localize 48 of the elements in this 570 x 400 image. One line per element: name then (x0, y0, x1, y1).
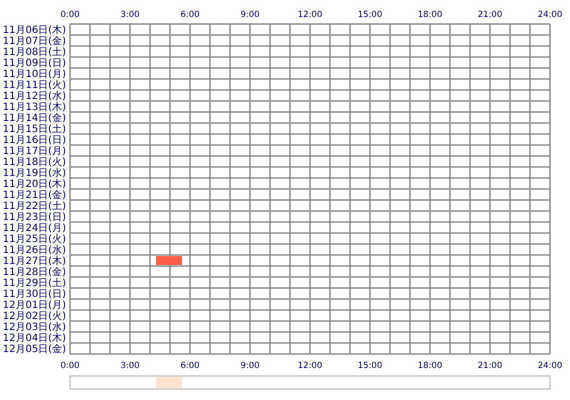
x2-tick-label: 24:00 (538, 361, 562, 371)
y-tick-label: 12月02日(火) (2, 310, 66, 322)
y-tick-label: 11月22日(土) (2, 200, 66, 212)
x-tick-label: 9:00 (240, 10, 260, 20)
y-tick-label: 11月07日(金) (2, 35, 66, 48)
y-tick-label: 11月21日(金) (2, 189, 66, 202)
y-tick-label: 11月16日(日) (2, 135, 66, 146)
x-tick-label: 0:00 (60, 10, 80, 20)
y-tick-label: 12月03日(水) (2, 321, 66, 334)
y-tick-label: 11月10日(月) (2, 69, 66, 80)
x-tick-label: 15:00 (358, 10, 382, 20)
y-tick-label: 11月19日(水) (2, 167, 66, 180)
y-tick-label: 12月05日(金) (2, 343, 66, 356)
y-tick-label: 11月12日(水) (2, 90, 66, 102)
y-tick-label: 11月06日(木) (2, 24, 66, 36)
y-tick-label: 11月25日(火) (2, 233, 66, 246)
y-tick-label: 11月15日(土) (2, 123, 66, 136)
x2-tick-label: 18:00 (418, 361, 442, 371)
x-tick-label: 3:00 (120, 10, 140, 20)
x2-tick-label: 3:00 (120, 361, 140, 371)
x2-tick-label: 21:00 (478, 361, 502, 371)
x-tick-label: 18:00 (418, 10, 442, 20)
y-tick-label: 11月30日(日) (2, 289, 66, 300)
x-tick-label: 12:00 (298, 10, 322, 20)
y-tick-label: 11月18日(火) (2, 156, 66, 168)
y-tick-label: 11月09日(日) (2, 58, 66, 70)
x2-tick-label: 6:00 (180, 361, 200, 371)
y-tick-label: 11月17日(月) (2, 146, 66, 158)
y-tick-label: 11月11日(火) (2, 79, 66, 92)
x2-tick-label: 0:00 (60, 361, 80, 371)
x2-tick-label: 9:00 (240, 361, 260, 371)
y-tick-label: 11月23日(日) (2, 212, 66, 224)
y-tick-label: 11月29日(土) (2, 277, 66, 290)
x-tick-label: 6:00 (180, 10, 200, 20)
y-tick-label: 11月28日(金) (2, 266, 66, 278)
y-tick-label: 11月26日(水) (2, 244, 66, 256)
y-tick-label: 11月20日(木) (2, 178, 66, 190)
y-tick-label: 12月01日(月) (2, 300, 66, 312)
y-tick-label: 12月04日(木) (2, 332, 66, 344)
x-tick-label: 24:00 (538, 10, 562, 20)
y-tick-label: 11月27日(木) (2, 255, 66, 268)
y-tick-label: 11月24日(月) (2, 223, 66, 234)
x2-tick-label: 15:00 (358, 361, 382, 371)
y-tick-label: 11月13日(木) (2, 101, 66, 114)
x-tick-label: 21:00 (478, 10, 502, 20)
x2-tick-label: 12:00 (298, 361, 322, 371)
y-tick-label: 11月14日(金) (2, 112, 66, 124)
y-tick-label: 11月08日(土) (2, 46, 66, 58)
